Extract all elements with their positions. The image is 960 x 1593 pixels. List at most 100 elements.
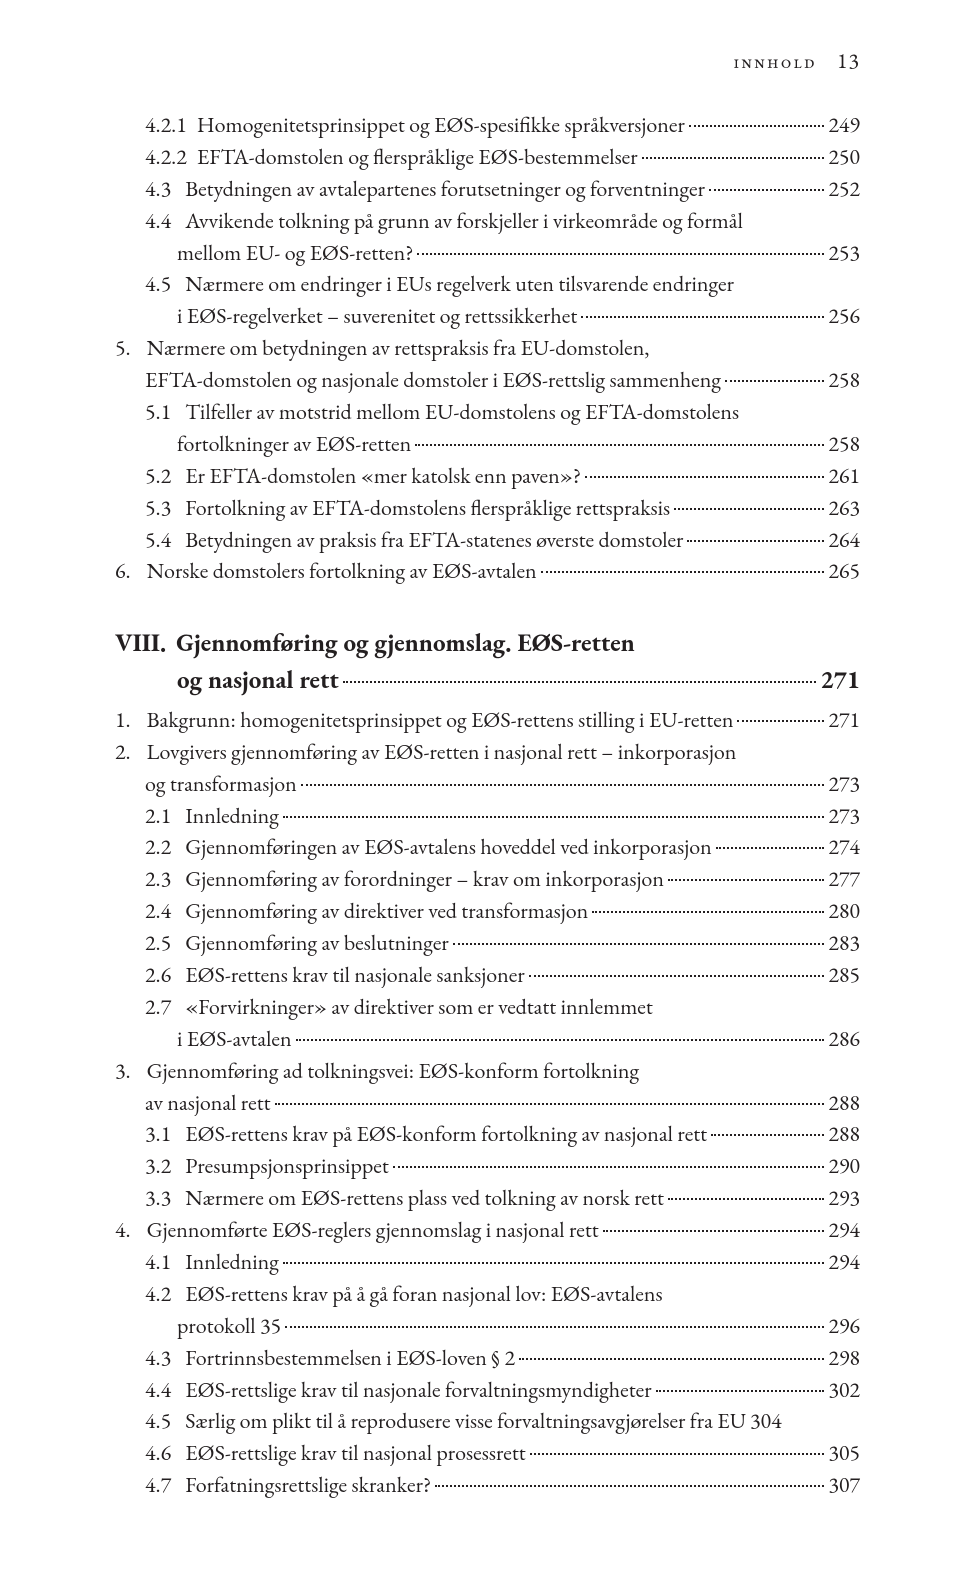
leader-dots bbox=[642, 157, 825, 159]
toc-entry-title: EØS-rettslige krav til nasjonale forvalt… bbox=[185, 1374, 651, 1406]
toc-entry-title-cont: av nasjonal rett bbox=[145, 1087, 271, 1119]
toc-entry-page: 293 bbox=[828, 1182, 860, 1214]
toc-entry-title: Lovgivers gjennomføring av EØS-retten i … bbox=[147, 736, 860, 768]
toc-entry: 4.2EØS-rettens krav på å gå foran nasjon… bbox=[115, 1278, 860, 1310]
toc-entry-continuation: og transformasjon273 bbox=[115, 768, 860, 800]
leader-dots bbox=[709, 189, 824, 191]
leader-dots bbox=[668, 1198, 824, 1200]
toc-entry-page: 264 bbox=[828, 524, 860, 556]
chapter-title: Gjennomføring og gjennomslag. EØS-retten bbox=[176, 625, 860, 661]
toc-entry-page: 274 bbox=[828, 831, 860, 863]
leader-dots bbox=[301, 784, 825, 786]
toc-entry-title-cont: i EØS-regelverket – suverenitet og retts… bbox=[177, 300, 577, 332]
leader-dots bbox=[530, 1453, 825, 1455]
toc-block-1: 4.2.1Homogenitetsprinsippet og EØS-spesi… bbox=[115, 109, 860, 587]
toc-entry: 4.Gjennomførte EØS-reglers gjennomslag i… bbox=[115, 1214, 860, 1246]
toc-entry-number: 3. bbox=[115, 1055, 131, 1087]
toc-entry-page: 298 bbox=[828, 1342, 860, 1374]
toc-entry-title: Gjennomføring av direktiver ved transfor… bbox=[185, 895, 588, 927]
leader-dots bbox=[393, 1166, 825, 1168]
toc-entry-title-cont: EFTA-domstolen og nasjonale domstoler i … bbox=[145, 364, 721, 396]
leader-dots bbox=[603, 1230, 825, 1232]
toc-entry-title: EØS-rettslige krav til nasjonal prosessr… bbox=[185, 1437, 526, 1469]
toc-entry: 5.4Betydningen av praksis fra EFTA-state… bbox=[115, 524, 860, 556]
running-head-label: innhold bbox=[734, 51, 817, 74]
toc-entry-page: 258 bbox=[828, 364, 860, 396]
leader-dots bbox=[581, 316, 824, 318]
toc-entry-title: Betydningen av avtalepartenes forutsetni… bbox=[185, 173, 705, 205]
toc-entry: 4.2.2EFTA-domstolen og flerspråklige EØS… bbox=[115, 141, 860, 173]
toc-entry-page: 253 bbox=[828, 237, 860, 269]
toc-entry-number: 5.2 bbox=[115, 460, 171, 492]
leader-dots bbox=[585, 476, 824, 478]
toc-block-2: 1.Bakgrunn: homogenitetsprinsippet og EØ… bbox=[115, 704, 860, 1501]
toc-entry-title: Innledning bbox=[185, 1246, 279, 1278]
toc-entry: 4.7Forfatningsrettslige skranker?307 bbox=[115, 1469, 860, 1501]
leader-dots bbox=[668, 879, 824, 881]
leader-dots bbox=[541, 571, 825, 573]
toc-entry-number: 4.5 bbox=[115, 1405, 171, 1437]
toc-entry-page: 285 bbox=[828, 959, 860, 991]
leader-dots bbox=[689, 125, 824, 127]
toc-entry-number: 2.5 bbox=[115, 927, 171, 959]
toc-entry: 5.2 Er EFTA-domstolen «mer katolsk enn pa… bbox=[115, 460, 860, 492]
toc-entry-page: 252 bbox=[828, 173, 860, 205]
toc-entry-title: EFTA-domstolen og flerspråklige EØS-best… bbox=[197, 141, 638, 173]
toc-entry-page: 273 bbox=[828, 800, 860, 832]
toc-entry-title: Norske domstolers fortolkning av EØS-avt… bbox=[147, 555, 537, 587]
toc-entry: 4.4EØS-rettslige krav til nasjonale forv… bbox=[115, 1374, 860, 1406]
leader-dots bbox=[343, 681, 817, 683]
toc-entry-title-cont: fortolkninger av EØS-retten bbox=[177, 428, 411, 460]
leader-dots bbox=[674, 508, 824, 510]
toc-entry-number: 4.5 bbox=[115, 268, 171, 300]
toc-entry-number: 4.4 bbox=[115, 205, 171, 237]
toc-entry-title: Fortrinnsbestemmelsen i EØS-loven § 2 bbox=[185, 1342, 515, 1374]
toc-entry-title: Betydningen av praksis fra EFTA-statenes… bbox=[185, 524, 683, 556]
toc-entry: 4.4Avvikende tolkning på grunn av forskj… bbox=[115, 205, 860, 237]
toc-entry-number: 2.7 bbox=[115, 991, 171, 1023]
toc-entry: 2.4Gjennomføring av direktiver ved trans… bbox=[115, 895, 860, 927]
toc-entry-number: 2.1 bbox=[115, 800, 171, 832]
toc-entry-number: 2.2 bbox=[115, 831, 171, 863]
toc-entry-title: «Forvirkninger» av direktiver som er ved… bbox=[185, 991, 860, 1023]
toc-entry-page: 290 bbox=[828, 1150, 860, 1182]
toc-entry-continuation: i EØS-regelverket – suverenitet og retts… bbox=[115, 300, 860, 332]
leader-dots bbox=[453, 943, 825, 945]
chapter-title-cont: og nasjonal rett bbox=[177, 662, 339, 698]
leader-dots bbox=[529, 975, 825, 977]
toc-entry: 2.Lovgivers gjennomføring av EØS-retten … bbox=[115, 736, 860, 768]
toc-entry-number: 2.3 bbox=[115, 863, 171, 895]
toc-entry-number: 4.2.1 bbox=[115, 109, 187, 141]
toc-entry: 2.6EØS-rettens krav til nasjonale sanksj… bbox=[115, 959, 860, 991]
toc-entry: 3.3Nærmere om EØS-rettens plass ved tolk… bbox=[115, 1182, 860, 1214]
toc-entry: 5.1Tilfeller av motstrid mellom EU-domst… bbox=[115, 396, 860, 428]
toc-entry-title: Nærmere om endringer i EUs regelverk ute… bbox=[185, 268, 860, 300]
toc-entry: 5.3Fortolkning av EFTA-domstolens flersp… bbox=[115, 492, 860, 524]
toc-entry-continuation: av nasjonal rett288 bbox=[115, 1087, 860, 1119]
toc-entry-title: EØS-rettens krav på å gå foran nasjonal … bbox=[185, 1278, 860, 1310]
toc-entry-number: 4.3 bbox=[115, 1342, 171, 1374]
toc-entry: 4.5Særlig om plikt til å reprodusere vis… bbox=[115, 1405, 860, 1437]
toc-entry-continuation: protokoll 35 296 bbox=[115, 1310, 860, 1342]
leader-dots bbox=[687, 540, 824, 542]
toc-entry-page: 304 bbox=[750, 1405, 782, 1437]
toc-entry-page: 273 bbox=[828, 768, 860, 800]
toc-entry: 3.1EØS-rettens krav på EØS-konform forto… bbox=[115, 1118, 860, 1150]
toc-entry-page: 283 bbox=[828, 927, 860, 959]
toc-entry-page: 256 bbox=[828, 300, 860, 332]
chapter-prefix: VIII. bbox=[115, 625, 166, 661]
toc-entry-page: 288 bbox=[828, 1118, 860, 1150]
toc-entry-number: 2.6 bbox=[115, 959, 171, 991]
toc-entry-number: 5.3 bbox=[115, 492, 171, 524]
leader-dots bbox=[283, 816, 824, 818]
toc-entry-title: EØS-rettens krav på EØS-konform fortolkn… bbox=[185, 1118, 707, 1150]
toc-entry-title: Er EFTA-domstolen «mer katolsk enn paven… bbox=[185, 460, 581, 492]
toc-entry-page: 265 bbox=[828, 555, 860, 587]
chapter-page: 271 bbox=[820, 662, 860, 698]
toc-entry-title: Innledning bbox=[185, 800, 279, 832]
toc-entry-page: 307 bbox=[828, 1469, 860, 1501]
toc-entry-page: 271 bbox=[828, 704, 860, 736]
toc-entry-page: 296 bbox=[828, 1310, 860, 1342]
toc-entry-title: Gjennomføring ad tolkningsvei: EØS-konfo… bbox=[147, 1055, 860, 1087]
toc-entry-title-cont: protokoll 35 bbox=[177, 1310, 281, 1342]
